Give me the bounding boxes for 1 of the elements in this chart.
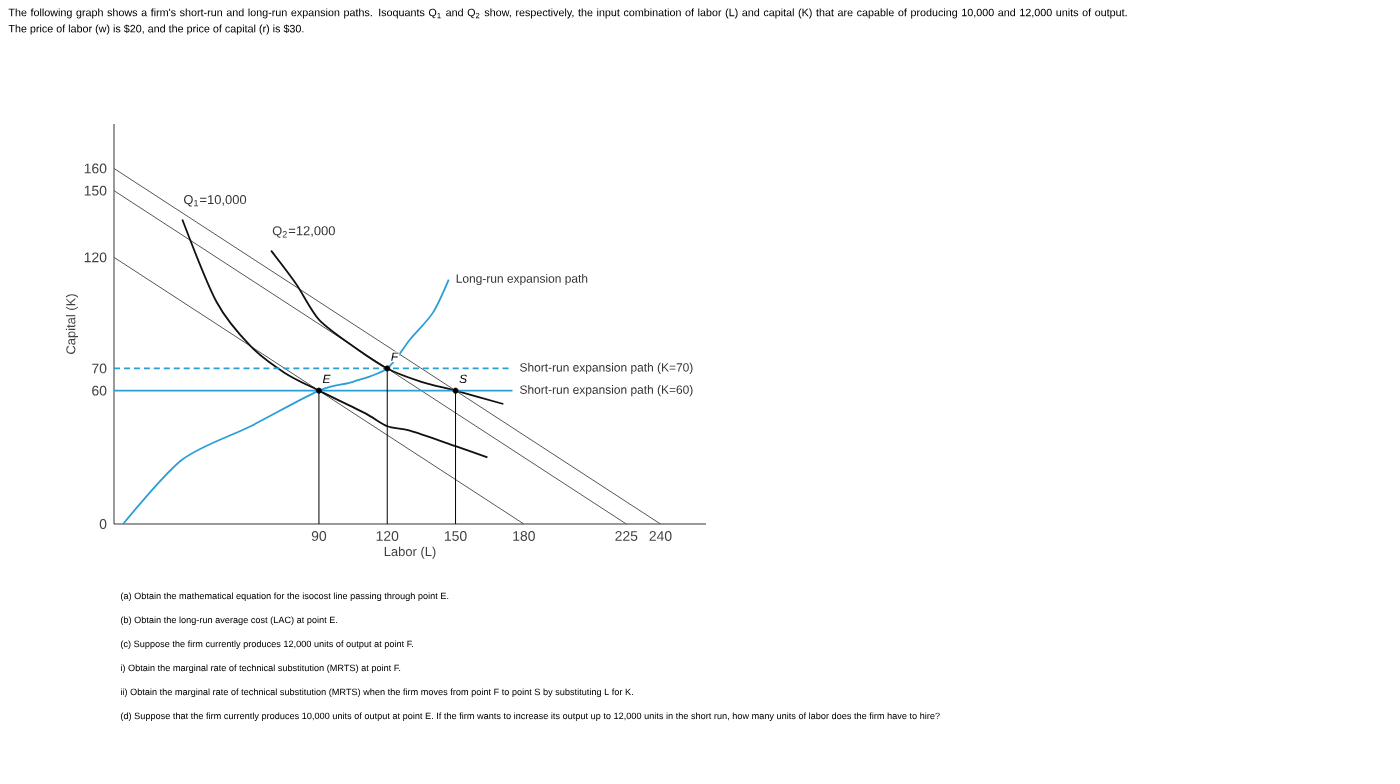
line-series [270, 249, 505, 405]
